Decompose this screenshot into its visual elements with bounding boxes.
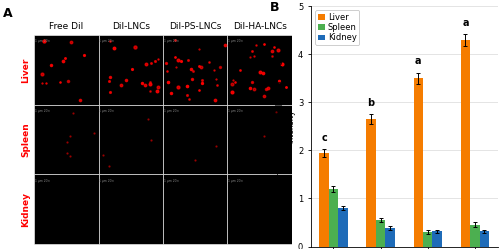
Text: 1 μm 20×: 1 μm 20× — [164, 179, 179, 183]
Bar — [366, 119, 376, 247]
Text: 1 μm 20×: 1 μm 20× — [164, 39, 179, 43]
Bar — [228, 174, 292, 244]
Text: 1 μm 20×: 1 μm 20× — [35, 39, 50, 43]
Text: 1 μm 20×: 1 μm 20× — [35, 179, 50, 183]
Text: B: B — [270, 1, 280, 14]
Bar — [329, 189, 338, 247]
Text: 1 μm 20×: 1 μm 20× — [100, 39, 114, 43]
Text: 1 μm 20×: 1 μm 20× — [228, 109, 243, 113]
Bar — [228, 105, 292, 174]
Bar — [432, 231, 442, 247]
Text: a: a — [462, 18, 468, 28]
Bar — [423, 232, 432, 247]
Text: DiI-PS-LNCs: DiI-PS-LNCs — [169, 22, 222, 31]
Bar — [480, 231, 489, 247]
Y-axis label: Mean Corrected total fluorescence
intensity: Mean Corrected total fluorescence intens… — [276, 60, 295, 192]
Bar — [460, 40, 470, 247]
Text: A: A — [2, 7, 12, 20]
Text: 1 μm 20×: 1 μm 20× — [228, 39, 243, 43]
Legend: Liver, Spleen, Kidney: Liver, Spleen, Kidney — [315, 10, 360, 45]
Text: Spleen: Spleen — [21, 122, 30, 157]
Bar — [163, 105, 228, 174]
Bar — [338, 208, 347, 247]
Bar — [98, 105, 163, 174]
Bar — [470, 225, 480, 247]
Text: DiI-LNCs: DiI-LNCs — [112, 22, 150, 31]
Text: b: b — [368, 98, 374, 108]
Text: 1 μm 20×: 1 μm 20× — [100, 179, 114, 183]
Bar — [376, 220, 386, 247]
Text: 1 μm 20×: 1 μm 20× — [228, 179, 243, 183]
Bar — [98, 35, 163, 105]
Text: 1 μm 20×: 1 μm 20× — [100, 109, 114, 113]
Bar — [98, 174, 163, 244]
Bar — [163, 174, 228, 244]
Text: Liver: Liver — [21, 57, 30, 83]
Text: DiI-HA-LNCs: DiI-HA-LNCs — [232, 22, 286, 31]
Bar — [320, 153, 329, 247]
Text: Free DiI: Free DiI — [50, 22, 84, 31]
Bar — [386, 228, 394, 247]
Text: Kidney: Kidney — [21, 192, 30, 227]
Bar — [414, 78, 423, 247]
Text: a: a — [415, 56, 422, 66]
Text: c: c — [321, 133, 327, 143]
Bar — [228, 35, 292, 105]
Bar — [34, 105, 98, 174]
Bar — [34, 35, 98, 105]
Text: 1 μm 20×: 1 μm 20× — [35, 109, 50, 113]
Bar — [34, 174, 98, 244]
Text: 1 μm 20×: 1 μm 20× — [164, 109, 179, 113]
Bar — [163, 35, 228, 105]
